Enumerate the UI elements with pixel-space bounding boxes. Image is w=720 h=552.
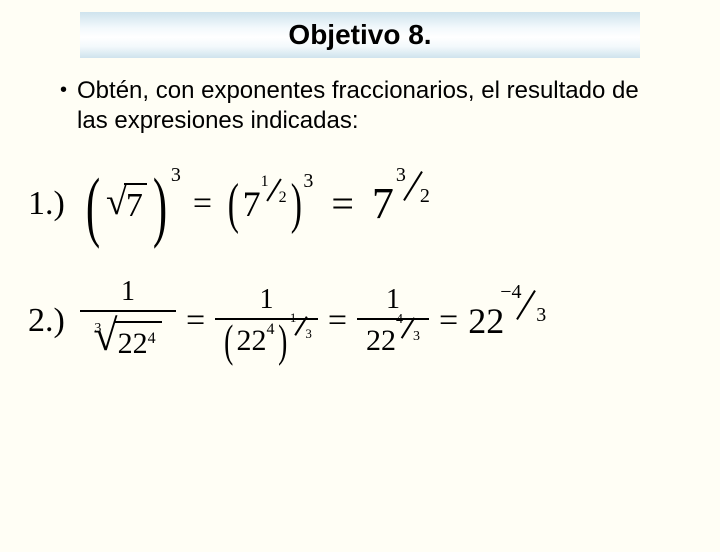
equals-sign: = (186, 302, 205, 340)
nth-root: 3 √ 224 (94, 316, 161, 364)
equation-2-content: 1 3 √ 224 = 1 ( 22 4 (80, 277, 720, 365)
math-area: 1.) ( √ 7 ) 3 = ( 7 1 2 (0, 178, 720, 365)
eq1-step1: ( √ 7 ) 3 (80, 182, 181, 226)
equation-label: 1.) (0, 185, 80, 223)
numerator: 1 (357, 285, 429, 318)
eq1-step2: ( 7 1 2 ) 3 (224, 183, 313, 225)
denominator: ( 22 4 ) 1 3 (215, 318, 318, 357)
slash-fraction: −4 3 (506, 285, 546, 325)
slash-fraction: 3 2 (396, 166, 430, 206)
outer-exponent: 3 (303, 170, 313, 193)
paren-right: ) (290, 190, 301, 218)
radicand: 7 (124, 183, 147, 225)
base: 22 (468, 300, 504, 342)
paren-right: ) (153, 186, 167, 225)
eq2-step1: 1 3 √ 224 (80, 277, 176, 365)
equals-sign: = (331, 180, 354, 227)
equals-sign: = (193, 185, 212, 223)
equals-sign: = (439, 302, 458, 340)
radicand-exp: 4 (148, 330, 156, 347)
paren-right: ) (278, 329, 287, 352)
slash-fraction: 4 3 (396, 314, 420, 342)
denominator: 3 √ 224 (80, 310, 176, 365)
base: 7 (372, 178, 394, 229)
eq2-step2: 1 ( 22 4 ) 1 3 (215, 285, 318, 357)
base: 22 (366, 324, 396, 357)
slash-fraction: 1 3 (290, 313, 312, 339)
eq1-step3: 7 3 2 (372, 178, 428, 229)
denominator: 22 4 3 (357, 318, 429, 357)
bullet-marker: • (60, 76, 67, 104)
base: 7 (243, 183, 261, 225)
equation-label: 2.) (0, 302, 80, 340)
equation-1: 1.) ( √ 7 ) 3 = ( 7 1 2 (0, 178, 720, 229)
numerator: 1 (80, 277, 176, 310)
paren-left: ( (224, 329, 233, 352)
page-title: Objetivo 8. (288, 19, 431, 51)
paren-left: ( (228, 190, 239, 218)
title-bar: Objetivo 8. (80, 12, 640, 58)
base: 22 (237, 324, 267, 357)
equals-sign: = (328, 302, 347, 340)
slash-fraction: 1 2 (261, 175, 287, 205)
eq2-step3: 1 22 4 3 (357, 285, 429, 357)
equation-1-content: ( √ 7 ) 3 = ( 7 1 2 ) 3 (80, 178, 720, 229)
eq2-step4: 22 −4 3 (468, 300, 544, 342)
radicand-base: 22 (118, 327, 148, 360)
bullet-text: Obtén, con exponentes fraccionarios, el … (77, 76, 660, 136)
bullet-block: • Obtén, con exponentes fraccionarios, e… (60, 76, 660, 136)
equation-2: 2.) 1 3 √ 224 = 1 (0, 277, 720, 365)
paren-left: ( (86, 186, 100, 225)
sqrt-icon: √ 7 (106, 182, 147, 226)
outer-exponent: 3 (171, 164, 181, 187)
inner-exp: 4 (267, 321, 275, 339)
